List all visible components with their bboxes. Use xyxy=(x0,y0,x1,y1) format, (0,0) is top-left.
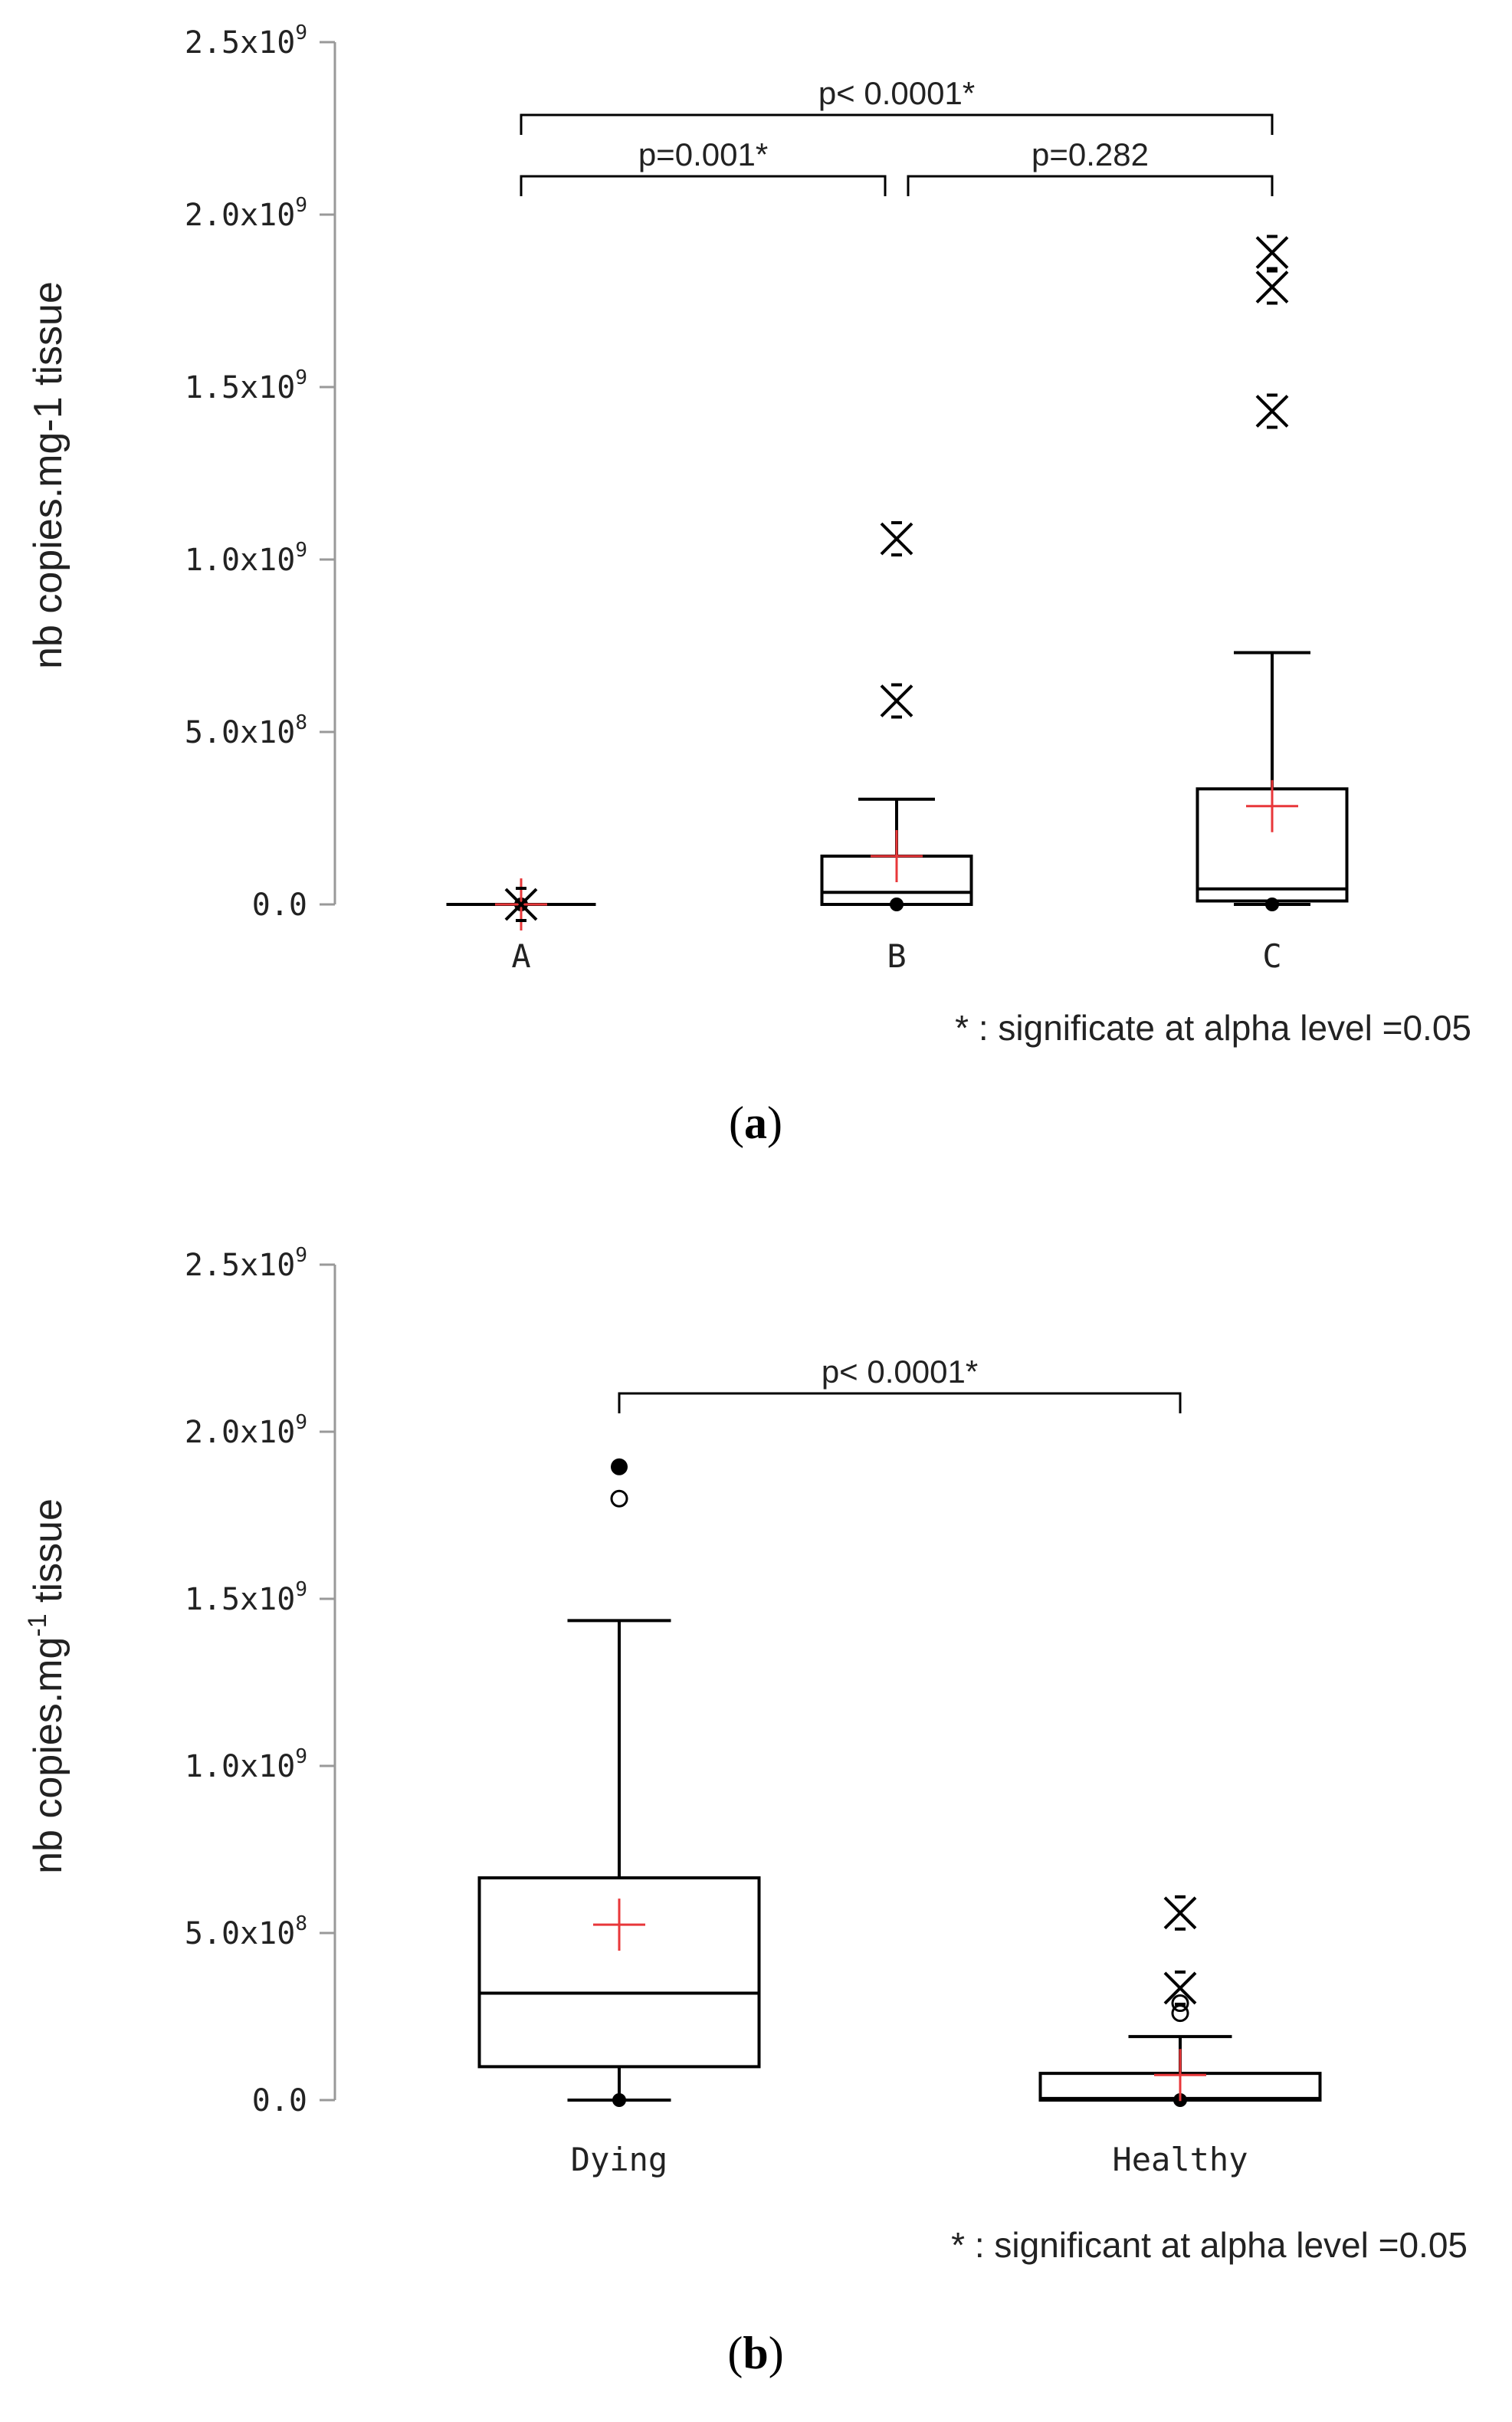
y-tick-exponent: 9 xyxy=(295,1745,307,1768)
p-value-label: p< 0.0001* xyxy=(822,1354,978,1390)
y-tick-exponent: 9 xyxy=(295,366,307,389)
box-a xyxy=(446,878,596,930)
extreme-value-mark-b xyxy=(504,888,538,921)
y-tick-label: 1.5x109 xyxy=(185,1578,307,1617)
p-value-label: p=0.001* xyxy=(638,136,768,172)
minimum-dot xyxy=(612,2093,626,2107)
extreme-value-mark xyxy=(1163,1970,1197,2006)
y-tick-exponent: 9 xyxy=(295,1578,307,1601)
bracket-line xyxy=(618,1392,1182,1413)
y-tick-base: 5.0x10 xyxy=(185,715,296,750)
y-tick-label: 5.0x108 xyxy=(185,711,307,750)
y-tick-base: 2.0x10 xyxy=(185,198,296,233)
extreme-value-mark xyxy=(1163,1895,1197,1931)
extreme-value-mark xyxy=(880,683,913,719)
y-axis-label-suffix: tissue xyxy=(26,1498,71,1613)
panel-label-close: ) xyxy=(767,1098,782,1148)
panel-label-open: ( xyxy=(729,1098,744,1148)
box-dying xyxy=(477,1458,761,2107)
box-iqr xyxy=(477,1876,761,2069)
category-label: Healthy xyxy=(1112,2141,1248,2178)
y-tick-exponent: 9 xyxy=(295,539,307,562)
y-axis-label-main: nb copies.mg xyxy=(26,1637,71,1874)
minimum-dot xyxy=(1265,898,1279,911)
panel-label-letter: a xyxy=(744,1098,767,1148)
y-tick-label: 2.5x109 xyxy=(185,1244,307,1283)
category-label: A xyxy=(511,937,530,975)
category-label: C xyxy=(1262,937,1281,975)
y-axis-label: nb copies.mg-1 tissue xyxy=(23,1498,71,1874)
y-tick-label: 1.0x109 xyxy=(185,1745,307,1784)
y-tick-label: 2.0x109 xyxy=(185,1411,307,1450)
y-tick-exponent: 9 xyxy=(295,194,307,217)
p-value-label: p=0.282 xyxy=(1032,136,1149,172)
bracket-line xyxy=(907,175,1274,196)
extreme-value-mark xyxy=(880,521,913,556)
extreme-value-mark-b xyxy=(880,684,913,717)
y-tick-exponent: 9 xyxy=(295,1244,307,1267)
y-tick-exponent: 8 xyxy=(295,711,307,734)
y-tick-base: 1.0x10 xyxy=(185,543,296,578)
outlier-mark xyxy=(1171,2004,1189,2023)
y-tick-base: 2.0x10 xyxy=(185,1415,296,1450)
y-tick-label: 5.0x108 xyxy=(185,1912,307,1951)
box-b xyxy=(820,521,973,911)
y-tick-base: 1.0x10 xyxy=(185,1749,296,1784)
y-tick-exponent: 9 xyxy=(295,21,307,44)
extreme-value-mark-b xyxy=(880,522,913,556)
significance-bracket: p=0.001* xyxy=(520,136,887,196)
y-tick-label: 1.0x109 xyxy=(185,539,307,578)
y-tick-label: 0.0 xyxy=(252,2083,307,2118)
panel-label-letter: b xyxy=(743,2328,768,2378)
y-tick-base: 0.0 xyxy=(252,2083,307,2118)
box-c xyxy=(1195,235,1349,911)
category-label: Dying xyxy=(571,2141,667,2178)
extreme-value-mark xyxy=(1255,393,1289,429)
box-healthy xyxy=(1038,1895,1322,2107)
significance-bracket: p< 0.0001* xyxy=(618,1354,1182,1413)
panel-label: (a) xyxy=(729,1098,782,1148)
y-tick-exponent: 8 xyxy=(295,1912,307,1935)
extreme-value-mark xyxy=(504,887,538,922)
y-tick-base: 0.0 xyxy=(252,888,307,923)
y-tick-base: 1.5x10 xyxy=(185,1582,296,1617)
extreme-value-mark-b xyxy=(1163,1896,1197,1930)
outlier-mark xyxy=(1171,1994,1189,2013)
y-axis-label-main: nb copies.mg-1 tissue xyxy=(26,281,71,669)
panel-a-chart: 0.05.0x1081.0x1091.5x1092.0x1092.5x109nb… xyxy=(26,21,1471,1148)
extreme-value-mark-b xyxy=(1255,236,1289,269)
bracket-line xyxy=(520,113,1274,135)
y-tick-exponent: 9 xyxy=(295,1411,307,1434)
significance-note: * : significate at alpha level =0.05 xyxy=(955,1008,1471,1048)
y-axis-label-sup: -1 xyxy=(23,1613,52,1636)
y-tick-label: 1.5x109 xyxy=(185,366,307,405)
outlier-mark xyxy=(610,1489,628,1508)
significance-bracket: p=0.282 xyxy=(907,136,1274,196)
p-value-label: p< 0.0001* xyxy=(818,75,975,111)
y-axis-label: nb copies.mg-1 tissue xyxy=(26,281,71,669)
panel-b-chart: 0.05.0x1081.0x1091.5x1092.0x1092.5x109nb… xyxy=(23,1244,1468,2378)
minimum-dot xyxy=(890,898,904,911)
extreme-value-mark-b xyxy=(1255,395,1289,428)
extreme-value-mark xyxy=(1255,235,1289,271)
maximum-dot xyxy=(611,1458,628,1475)
y-tick-label: 0.0 xyxy=(252,888,307,923)
bracket-line xyxy=(520,175,887,196)
y-tick-label: 2.0x109 xyxy=(185,194,307,233)
extreme-value-mark-b xyxy=(1255,271,1289,304)
category-label: B xyxy=(887,937,906,975)
panel-label: (b) xyxy=(727,2328,783,2378)
y-tick-base: 1.5x10 xyxy=(185,370,296,405)
panel-label-close: ) xyxy=(769,2328,784,2378)
y-tick-label: 2.5x109 xyxy=(185,21,307,61)
panel-label-open: ( xyxy=(727,2328,743,2378)
y-tick-base: 2.5x10 xyxy=(185,25,296,61)
significance-bracket: p< 0.0001* xyxy=(520,75,1274,135)
y-tick-base: 2.5x10 xyxy=(185,1248,296,1283)
extreme-value-mark-b xyxy=(1163,1971,1197,2005)
y-tick-base: 5.0x10 xyxy=(185,1916,296,1951)
significance-note: * : significant at alpha level =0.05 xyxy=(951,2225,1468,2265)
extreme-value-mark xyxy=(1255,269,1289,305)
